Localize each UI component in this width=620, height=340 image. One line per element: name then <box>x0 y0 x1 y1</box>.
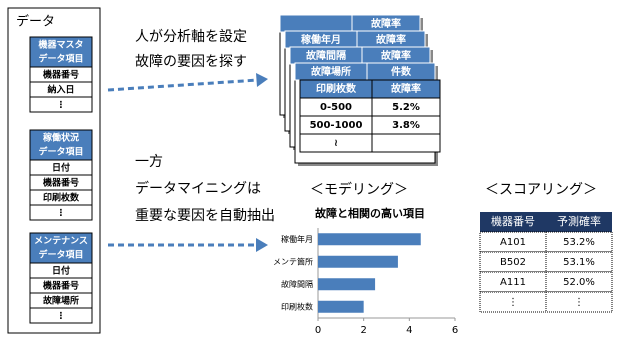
group-item <box>29 307 93 324</box>
group-item-text: 日付 <box>52 162 70 174</box>
front-cell: 5.2% <box>392 102 420 113</box>
front-cell: 3.8% <box>392 120 420 131</box>
heading: ＜スコアリング＞ <box>485 182 597 198</box>
bar <box>318 233 421 246</box>
score-cell: A111 <box>500 277 526 288</box>
note: 重要な要因を自動抽出 <box>135 208 275 224</box>
card-header-text: 件数 <box>391 65 412 78</box>
x-tick-label: 6 <box>452 325 458 336</box>
group-item-text: 納入日 <box>47 84 74 96</box>
score-header <box>480 212 612 232</box>
score-cell: 53.2% <box>563 237 595 248</box>
bar <box>318 278 376 291</box>
card-header-text: 故障間隔 <box>306 49 346 62</box>
chart-title: 故障と相関の高い項目 <box>315 206 425 220</box>
group-header-text: データ項目 <box>38 53 83 65</box>
card-header-text: 稼働年月 <box>301 33 341 46</box>
group-item-text: 印刷枚数 <box>43 192 80 204</box>
group-item-text: 故障場所 <box>43 295 79 307</box>
group-header <box>29 232 93 264</box>
category-label: 印刷枚数 <box>281 301 313 311</box>
group-item-text: 日付 <box>52 265 70 277</box>
score-cell: 53.1% <box>563 257 595 268</box>
category-label: 稼働年月 <box>281 234 313 244</box>
group-item-text: ⋮ <box>57 101 66 111</box>
arrow-head <box>256 73 268 87</box>
heading: ＜モデリング＞ <box>310 181 408 198</box>
group-header <box>29 36 93 68</box>
group-header-text: 機器マスタ <box>38 39 83 51</box>
group-item-text: 機器番号 <box>43 69 79 81</box>
score-cell: B502 <box>500 257 526 268</box>
group-header-text: データ項目 <box>38 249 83 261</box>
card-header-text: 故障率 <box>371 17 401 30</box>
arrows <box>107 73 268 252</box>
data-box <box>7 7 101 334</box>
group-item-text: ⋮ <box>57 209 66 219</box>
bar <box>318 255 398 268</box>
score-cell: ⋮ <box>574 297 584 308</box>
x-tick-label: 2 <box>360 325 366 336</box>
card-header-text: 故障率 <box>376 33 406 46</box>
front-header-text: 故障率 <box>391 82 421 95</box>
group-item <box>29 96 93 113</box>
group-item-text: 機器番号 <box>43 177 79 189</box>
card-header-text: 故障場所 <box>311 65 351 78</box>
front-cell: ≀ <box>334 138 338 149</box>
score-cell: ⋮ <box>508 297 518 308</box>
group-item-text: ⋮ <box>57 312 66 322</box>
note: データマイニングは <box>135 180 261 197</box>
front-header-text: 印刷枚数 <box>316 82 357 95</box>
label: データ <box>16 14 55 30</box>
card-header-text: 故障率 <box>381 49 411 62</box>
score-cell: A101 <box>500 237 526 248</box>
group-item-text: 機器番号 <box>43 280 79 292</box>
note: 人が分析軸を設定 <box>135 29 247 45</box>
front-cell: 500-1000 <box>310 120 363 131</box>
front-cell: 0-500 <box>320 102 352 113</box>
category-label: 故障間隔 <box>281 279 313 289</box>
bar <box>318 300 364 313</box>
group-header-text: 稼働状況 <box>43 132 79 144</box>
arrow-head <box>256 238 268 252</box>
x-tick-label: 0 <box>315 325 321 336</box>
score-cell: 52.0% <box>563 277 595 288</box>
group-header-text: メンテナンス <box>34 236 88 247</box>
group-header-text: データ項目 <box>38 146 83 158</box>
x-tick-label: 4 <box>406 325 412 336</box>
arrow <box>107 78 259 92</box>
score-header-text: 予測確率 <box>557 214 601 228</box>
group-header <box>29 129 93 161</box>
group-item <box>29 204 93 221</box>
note: 故障の要因を探す <box>135 54 247 70</box>
note: 一方 <box>135 154 163 170</box>
score-header-text: 機器番号 <box>491 214 535 228</box>
category-label: メンテ箇所 <box>273 256 313 266</box>
